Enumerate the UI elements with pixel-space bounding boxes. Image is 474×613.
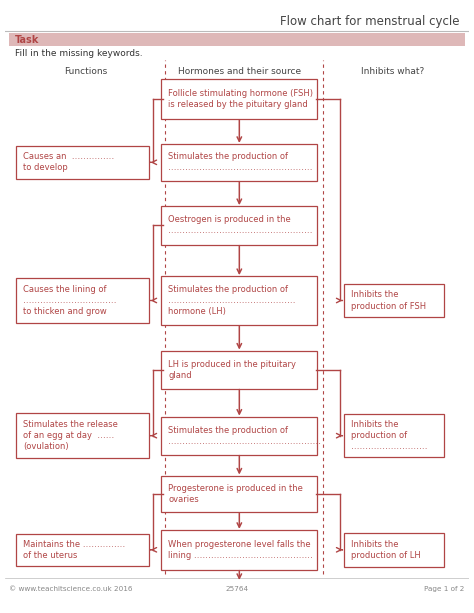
Text: Stimulates the production of
………………………………………
hormone (LH): Stimulates the production of ……………………………… — [168, 285, 296, 316]
FancyBboxPatch shape — [161, 276, 318, 325]
FancyBboxPatch shape — [161, 144, 318, 181]
Text: Hormones and their source: Hormones and their source — [178, 66, 301, 75]
Text: Progesterone is produced in the
ovaries: Progesterone is produced in the ovaries — [168, 484, 303, 504]
Text: Inhibits what?: Inhibits what? — [361, 66, 424, 75]
FancyBboxPatch shape — [161, 80, 318, 119]
FancyBboxPatch shape — [16, 278, 149, 323]
Text: Causes an  ……………
to develop: Causes an …………… to develop — [23, 152, 115, 172]
Text: Stimulates the production of
……………………………………………: Stimulates the production of ……………………………… — [168, 152, 313, 172]
Text: © www.teachitscience.co.uk 2016: © www.teachitscience.co.uk 2016 — [9, 586, 133, 592]
Text: LH is produced in the pituitary
gland: LH is produced in the pituitary gland — [168, 360, 296, 379]
Text: When progesterone level falls the
lining ……………………………………: When progesterone level falls the lining… — [168, 540, 313, 560]
Text: Functions: Functions — [64, 66, 108, 75]
Text: Follicle stimulating hormone (FSH)
is released by the pituitary gland: Follicle stimulating hormone (FSH) is re… — [168, 89, 313, 109]
Text: 25764: 25764 — [226, 586, 248, 592]
Text: Inhibits the
production of
………………………: Inhibits the production of ……………………… — [351, 420, 427, 451]
FancyBboxPatch shape — [16, 413, 149, 458]
Text: Page 1 of 2: Page 1 of 2 — [424, 586, 465, 592]
Text: Inhibits the
production of FSH: Inhibits the production of FSH — [351, 291, 426, 311]
FancyBboxPatch shape — [161, 206, 318, 245]
Text: Oestrogen is produced in the
……………………………………………: Oestrogen is produced in the ……………………………… — [168, 215, 313, 235]
Text: Stimulates the release
of an egg at day  ……
(ovulation): Stimulates the release of an egg at day … — [23, 420, 118, 451]
Text: Stimulates the production of
………………………………………………: Stimulates the production of ……………………………… — [168, 425, 321, 446]
FancyBboxPatch shape — [344, 284, 444, 318]
Text: Flow chart for menstrual cycle: Flow chart for menstrual cycle — [281, 15, 460, 28]
Text: Fill in the missing keywords.: Fill in the missing keywords. — [15, 49, 143, 58]
FancyBboxPatch shape — [9, 33, 465, 47]
FancyBboxPatch shape — [344, 414, 444, 457]
FancyBboxPatch shape — [16, 533, 149, 566]
Text: Maintains the ……………
of the uterus: Maintains the …………… of the uterus — [23, 540, 126, 560]
FancyBboxPatch shape — [161, 351, 318, 389]
Text: Inhibits the
production of LH: Inhibits the production of LH — [351, 540, 420, 560]
FancyBboxPatch shape — [16, 146, 149, 178]
FancyBboxPatch shape — [344, 533, 444, 566]
Text: Causes the lining of
……………………………
to thicken and grow: Causes the lining of …………………………… to thic… — [23, 285, 117, 316]
FancyBboxPatch shape — [161, 530, 318, 569]
FancyBboxPatch shape — [161, 476, 318, 512]
FancyBboxPatch shape — [161, 417, 318, 455]
Text: Task: Task — [15, 35, 39, 45]
